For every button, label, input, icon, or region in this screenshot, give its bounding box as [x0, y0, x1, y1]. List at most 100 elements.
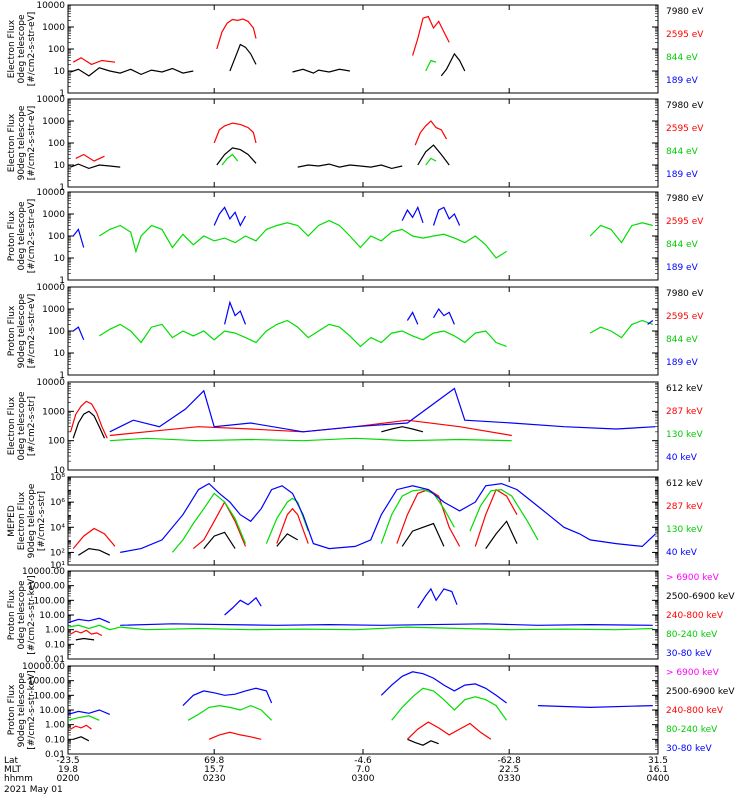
- series-line: [70, 163, 121, 170]
- series-label: 7980 eV: [666, 289, 704, 299]
- series-label: 240-800 keV: [666, 706, 724, 716]
- series-label: 30-80 keV: [666, 744, 712, 754]
- series-label: 844 eV: [666, 147, 699, 157]
- series-line: [98, 219, 507, 259]
- y-axis-label: Electron Flux: [7, 113, 17, 172]
- series-line: [216, 147, 257, 166]
- y-tick-label: 10⁸: [50, 473, 65, 483]
- y-tick-label: 10000.00: [22, 567, 65, 577]
- series-label: 2595 eV: [666, 217, 704, 227]
- series-line: [98, 319, 507, 348]
- series-line: [120, 623, 653, 626]
- series-line: [537, 705, 653, 709]
- series-line: [109, 437, 512, 442]
- y-tick-label: 1.00: [45, 626, 65, 636]
- x-tick-label: 0400: [647, 774, 670, 784]
- series-label: 189 eV: [666, 170, 699, 180]
- series-label: 844 eV: [666, 335, 699, 345]
- y-tick-label: 1000: [42, 210, 65, 220]
- panel-6: [67, 476, 659, 566]
- y-tick-label: 10: [54, 349, 66, 359]
- x-tick-label: -4.6: [354, 756, 372, 766]
- series-line: [229, 43, 257, 72]
- x-tick-label: 7.0: [356, 765, 371, 775]
- y-tick-label: 1: [59, 371, 65, 381]
- series-line: [213, 122, 257, 144]
- y-tick-label: 10000.00: [22, 662, 65, 672]
- series-line: [72, 326, 85, 341]
- series-line: [406, 311, 419, 325]
- series-line: [589, 319, 654, 339]
- y-axis-label: 90deg telescope: [17, 672, 27, 747]
- series-label: 287 keV: [666, 407, 703, 417]
- series-line: [391, 687, 508, 721]
- panel-frame: [67, 476, 659, 566]
- series-label: 189 eV: [666, 263, 699, 273]
- series-label: 7980 eV: [666, 101, 704, 111]
- x-tick-label: 16.1: [648, 765, 668, 775]
- y-axis-label: Electron Flux: [7, 396, 17, 455]
- series-label: 40 keV: [666, 548, 698, 558]
- series-line: [213, 206, 247, 227]
- series-line: [224, 300, 247, 325]
- y-axis-label: [#/cm2-s-str-eV]: [27, 294, 37, 369]
- date-label: 2021 May 01: [4, 785, 63, 795]
- y-axis-label: Electron Flux: [7, 19, 17, 78]
- x-tick-label: -23.5: [56, 756, 79, 766]
- y-tick-label: 10000: [36, 188, 65, 198]
- series-line: [425, 157, 437, 166]
- x-tick-label: 0300: [352, 774, 375, 784]
- y-tick-label: 1.00: [45, 721, 65, 731]
- series-label: 2595 eV: [666, 30, 704, 40]
- y-tick-label: 100: [48, 327, 65, 337]
- series-label: 80-240 keV: [666, 725, 718, 735]
- series-line: [67, 624, 653, 631]
- y-axis-label: [#/cm2-s-str]: [37, 491, 47, 551]
- x-tick-label: -62.8: [498, 756, 522, 766]
- y-axis-label: Proton Flux: [7, 589, 17, 640]
- y-tick-label: 1000: [42, 23, 65, 33]
- series-line: [589, 222, 653, 244]
- series-line: [276, 507, 309, 544]
- series-line: [67, 715, 100, 721]
- series-label: 7980 eV: [666, 194, 704, 204]
- series-label: 612 keV: [666, 384, 703, 394]
- y-axis-label: [#/cm2-s-str-keV]: [27, 575, 37, 654]
- series-line: [182, 687, 273, 707]
- x-tick-label: 0330: [498, 774, 521, 784]
- y-axis-label: 90deg telescope: [17, 293, 27, 368]
- x-tick-label: 69.8: [204, 756, 224, 766]
- y-axis-label: [#/cm2-s-str-eV]: [27, 106, 37, 181]
- series-line: [432, 206, 461, 226]
- panel-2: [67, 98, 659, 188]
- series-line: [412, 15, 450, 56]
- panel-7: [67, 570, 659, 660]
- y-axis-label: [#/cm2-s-str]: [27, 396, 37, 456]
- series-label: 2595 eV: [666, 124, 704, 134]
- series-line: [401, 522, 445, 547]
- y-axis-label: Proton Flux: [7, 684, 17, 735]
- x-tick-label: 15.7: [204, 765, 224, 775]
- series-line: [406, 721, 492, 740]
- panel-4: [67, 286, 659, 376]
- y-tick-label: 10.00: [39, 611, 65, 621]
- series-line: [425, 59, 437, 72]
- y-tick-label: 100: [48, 139, 65, 149]
- panel-1: [67, 4, 659, 94]
- y-axis-label: [#/cm2-s-str-eV]: [27, 12, 37, 87]
- y-tick-label: 1000: [42, 305, 65, 315]
- y-tick-label: 1: [59, 89, 65, 99]
- series-line: [381, 426, 424, 433]
- series-label: 2500-6900 keV: [666, 687, 735, 697]
- series-label: 2595 eV: [666, 312, 704, 322]
- series-line: [72, 410, 106, 439]
- series-line: [297, 163, 403, 170]
- y-tick-label: 1000.00: [28, 677, 65, 687]
- series-line: [75, 153, 105, 162]
- series-line: [72, 228, 85, 248]
- series-label: 189 eV: [666, 358, 699, 368]
- x-tick-label: 31.5: [648, 756, 668, 766]
- series-line: [417, 587, 458, 609]
- y-axis-label: 0deg telescope: [17, 391, 27, 461]
- series-line: [469, 488, 539, 541]
